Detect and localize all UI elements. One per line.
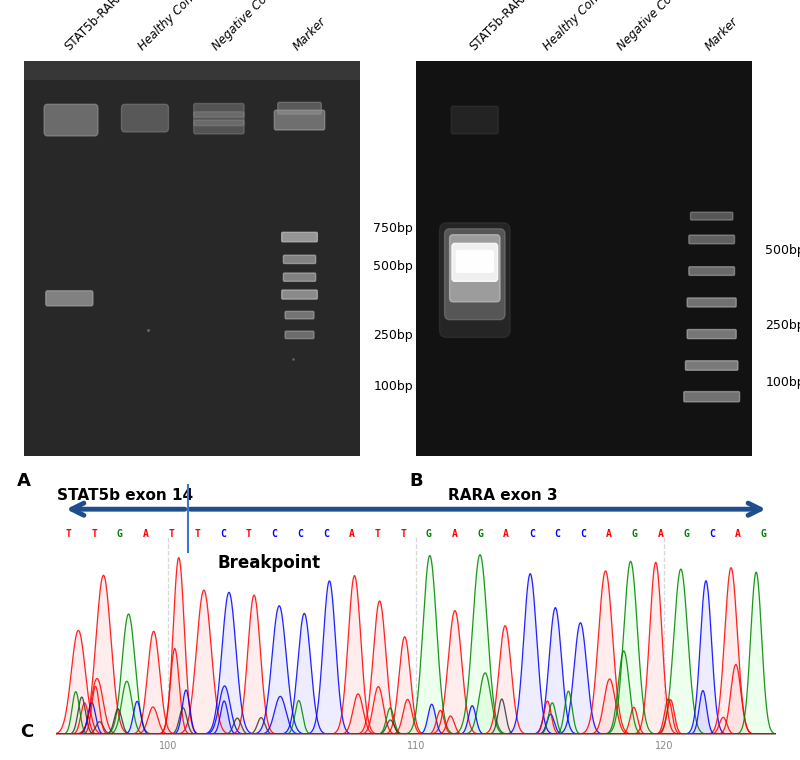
Text: C: C [581, 528, 586, 539]
FancyBboxPatch shape [450, 235, 500, 302]
Text: 250bp: 250bp [374, 329, 413, 342]
FancyBboxPatch shape [689, 235, 734, 244]
Text: T: T [374, 528, 380, 539]
Text: G: G [117, 528, 123, 539]
Text: 500bp: 500bp [766, 244, 800, 257]
Text: Marker: Marker [702, 14, 741, 53]
FancyBboxPatch shape [122, 104, 169, 132]
Text: C: C [298, 528, 303, 539]
FancyBboxPatch shape [439, 223, 510, 337]
Text: 110: 110 [407, 742, 425, 752]
FancyBboxPatch shape [456, 251, 494, 272]
FancyBboxPatch shape [445, 229, 505, 320]
FancyBboxPatch shape [285, 331, 314, 339]
FancyBboxPatch shape [686, 361, 738, 370]
Text: STAT5b exon 14: STAT5b exon 14 [58, 489, 194, 503]
Text: T: T [169, 528, 174, 539]
FancyBboxPatch shape [451, 106, 498, 134]
Text: 120: 120 [655, 742, 674, 752]
FancyBboxPatch shape [283, 255, 316, 264]
FancyBboxPatch shape [278, 103, 322, 114]
FancyBboxPatch shape [44, 104, 98, 136]
Text: Healthy Control: Healthy Control [136, 0, 210, 53]
Text: T: T [194, 528, 200, 539]
FancyBboxPatch shape [687, 298, 736, 307]
Text: A: A [735, 528, 741, 539]
Text: G: G [478, 528, 483, 539]
Text: C: C [20, 724, 34, 742]
Text: G: G [426, 528, 432, 539]
Text: C: C [529, 528, 534, 539]
FancyBboxPatch shape [684, 391, 739, 402]
Text: A: A [142, 528, 149, 539]
Text: 100: 100 [158, 742, 177, 752]
Text: STAT5b-RARA: STAT5b-RARA [62, 0, 126, 53]
Text: A: A [503, 528, 509, 539]
Text: STAT5b-RARA: STAT5b-RARA [467, 0, 532, 53]
FancyBboxPatch shape [282, 290, 318, 299]
FancyBboxPatch shape [194, 120, 244, 134]
Text: A: A [606, 528, 612, 539]
FancyBboxPatch shape [194, 112, 244, 125]
FancyBboxPatch shape [282, 233, 318, 242]
Text: A: A [658, 528, 663, 539]
Text: Negative Control: Negative Control [210, 0, 290, 53]
Text: T: T [400, 528, 406, 539]
FancyBboxPatch shape [687, 330, 736, 339]
Text: A: A [349, 528, 354, 539]
Text: A: A [18, 472, 31, 489]
Text: RARA exon 3: RARA exon 3 [448, 489, 558, 503]
Text: G: G [632, 528, 638, 539]
Text: T: T [66, 528, 71, 539]
Text: C: C [709, 528, 715, 539]
Text: T: T [91, 528, 97, 539]
Text: A: A [452, 528, 458, 539]
Text: 750bp: 750bp [374, 222, 413, 236]
FancyBboxPatch shape [274, 110, 325, 130]
Text: 100bp: 100bp [766, 376, 800, 389]
Text: 500bp: 500bp [374, 260, 413, 273]
Text: C: C [271, 528, 278, 539]
Text: G: G [683, 528, 690, 539]
Text: Negative Control: Negative Control [615, 0, 694, 53]
FancyBboxPatch shape [689, 267, 734, 275]
Text: 250bp: 250bp [766, 319, 800, 332]
FancyBboxPatch shape [690, 212, 733, 220]
Text: Marker: Marker [290, 14, 329, 53]
Text: G: G [761, 528, 766, 539]
Text: C: C [323, 528, 329, 539]
FancyBboxPatch shape [452, 243, 498, 281]
FancyBboxPatch shape [285, 312, 314, 319]
Text: Healthy Control: Healthy Control [542, 0, 616, 53]
FancyBboxPatch shape [46, 291, 93, 306]
FancyBboxPatch shape [194, 103, 244, 117]
Text: C: C [554, 528, 561, 539]
Text: 100bp: 100bp [374, 380, 413, 394]
Text: B: B [410, 472, 423, 489]
FancyBboxPatch shape [283, 273, 316, 281]
Text: C: C [220, 528, 226, 539]
Text: Breakpoint: Breakpoint [218, 554, 321, 572]
Text: T: T [246, 528, 251, 539]
